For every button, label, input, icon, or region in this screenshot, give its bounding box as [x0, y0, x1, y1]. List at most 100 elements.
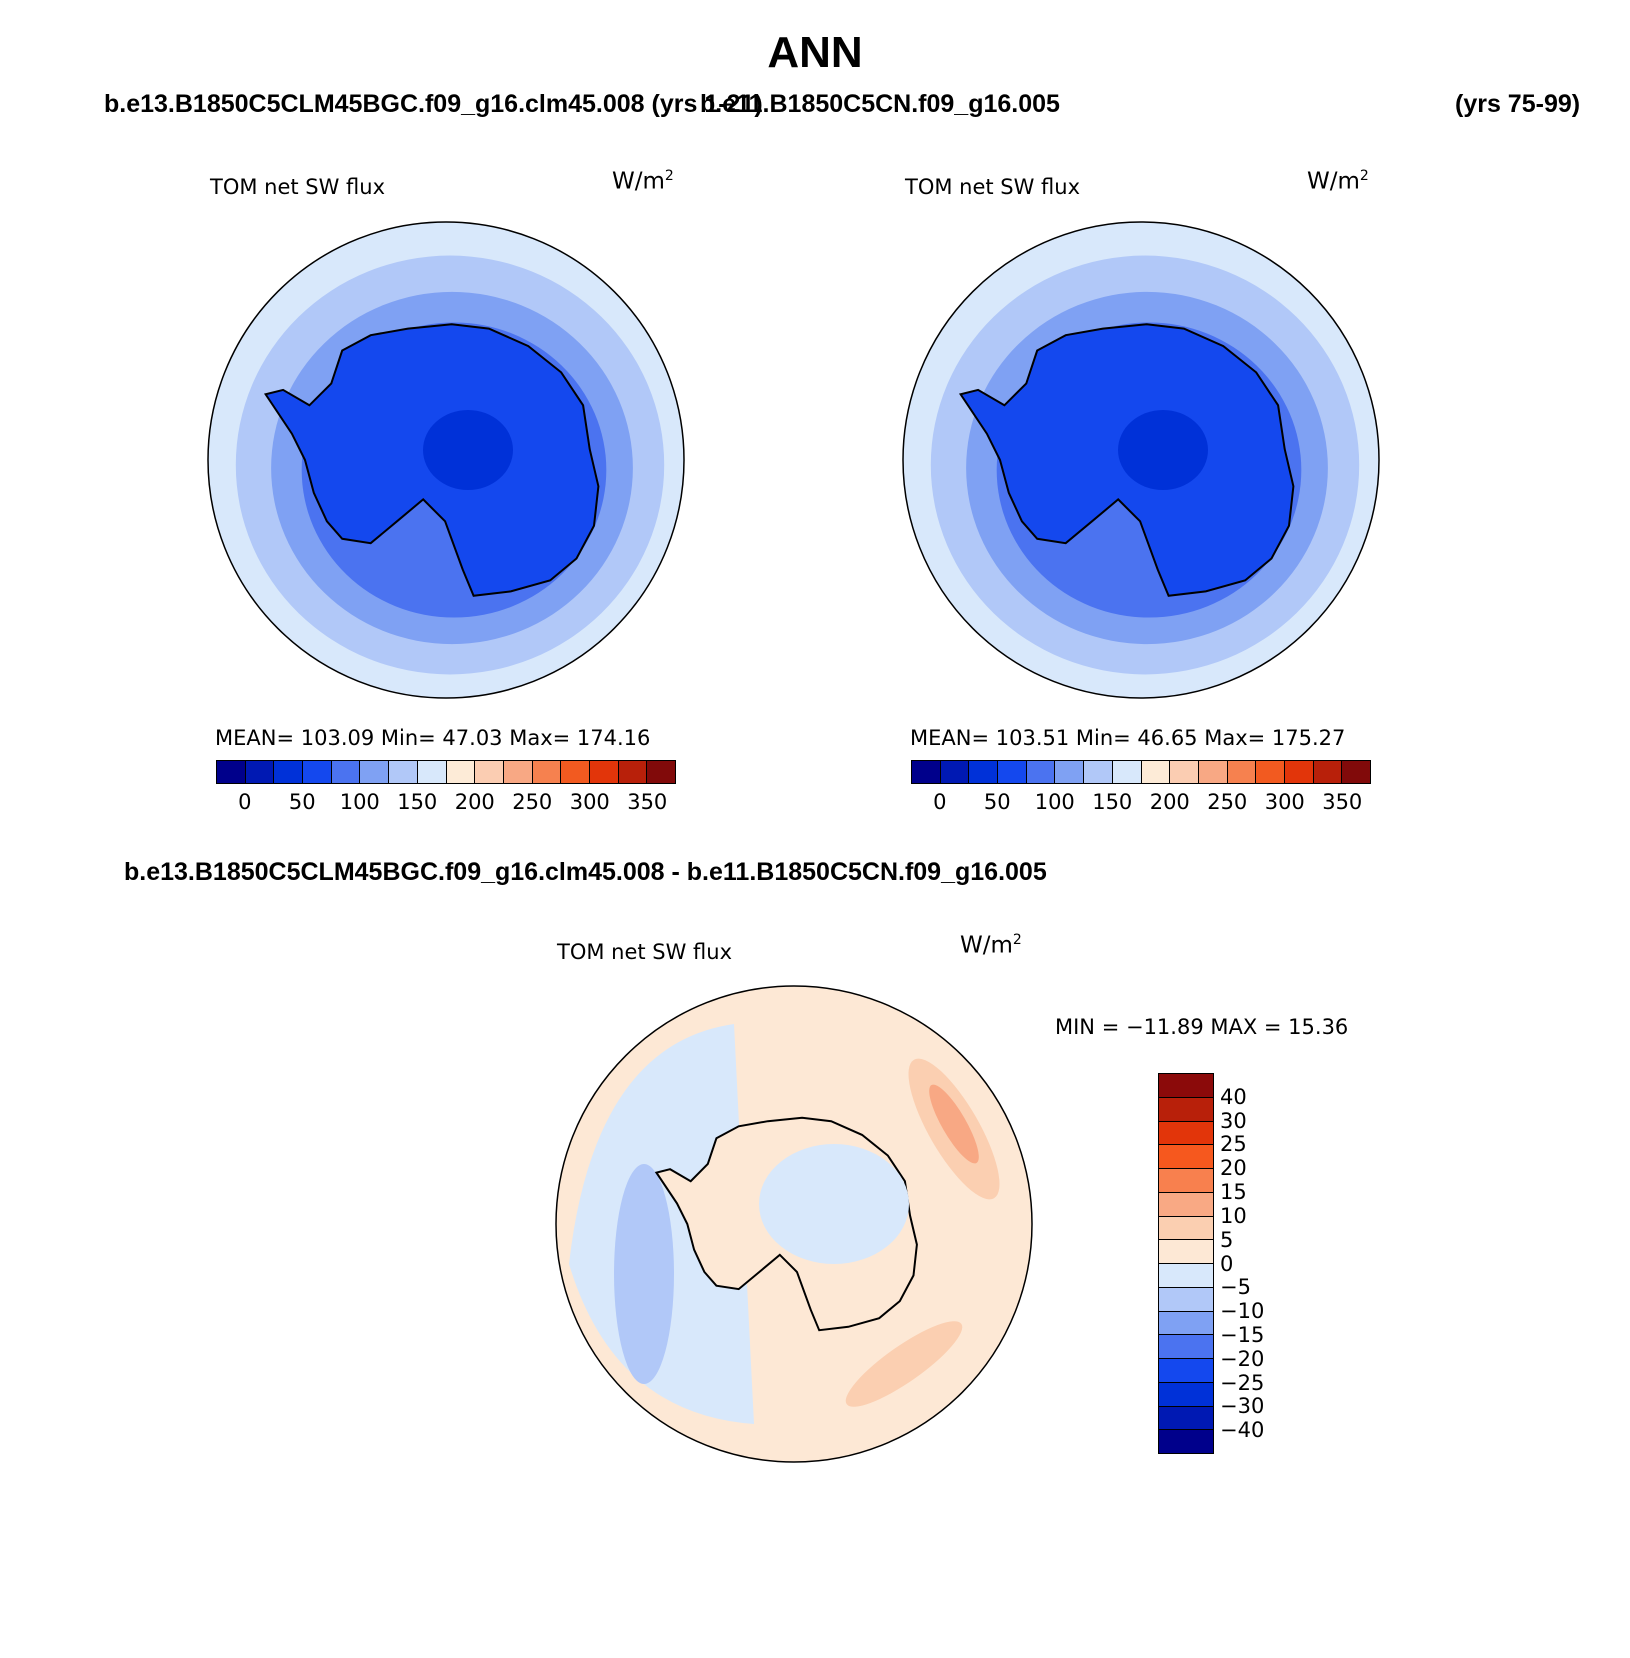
map-positive-region [929, 1084, 979, 1164]
colorbar-box [389, 761, 418, 783]
colorbar-box [1284, 761, 1314, 783]
colorbar-box [1159, 1264, 1213, 1288]
map-positive-region [845, 1321, 963, 1407]
colorbar-box [360, 761, 390, 783]
colorbar-tick-label: 50 [288, 790, 316, 814]
colorbar-box [1256, 761, 1285, 783]
colorbar-box [417, 761, 447, 783]
colorbar-box [303, 761, 332, 783]
map-negative-region [614, 1164, 674, 1384]
colorbar-box [1313, 761, 1343, 783]
colorbar-tick-label: 0 [238, 790, 252, 814]
colorbar-box [647, 761, 675, 783]
panel2-stats: MEAN= 103.51 Min= 46.65 Max= 175.27 [910, 726, 1346, 750]
panel2-polar-map [902, 221, 1380, 699]
colorbar-tick-label: −40 [1220, 1418, 1265, 1443]
colorbar-box [331, 761, 361, 783]
colorbar-tick-label: 150 [1092, 790, 1133, 814]
colorbar-tick-label: 0 [933, 790, 947, 814]
colorbar-box [1159, 1121, 1213, 1146]
map-plateau-region [1118, 410, 1208, 490]
colorbar-box [1159, 1097, 1213, 1122]
colorbar-tick-label: 200 [1149, 790, 1190, 814]
colorbar-box [1159, 1335, 1213, 1359]
panel1-units: W/m2 [612, 168, 674, 195]
colorbar-box [969, 761, 999, 783]
colorbar-box [1159, 1311, 1213, 1336]
colorbar-tick-label: 200 [454, 790, 495, 814]
panel1-title: TOM net SW flux [210, 175, 386, 199]
colorbar-box [1170, 761, 1199, 783]
colorbar-tick-label: 15 [1220, 1180, 1247, 1205]
colorbar-box [532, 761, 562, 783]
colorbar-box [274, 761, 304, 783]
difference-polar-map [555, 985, 1033, 1463]
panel1-colorbar [216, 760, 676, 784]
colorbar-tick-label: 50 [983, 790, 1011, 814]
colorbar-box [1112, 761, 1142, 783]
colorbar-tick-label: 350 [1322, 790, 1363, 814]
colorbar-tick-label: −10 [1220, 1299, 1265, 1324]
colorbar-tick-label: 100 [339, 790, 380, 814]
panel2-colorbar [911, 760, 1371, 784]
colorbar-box [1159, 1169, 1213, 1193]
colorbar-box [1159, 1359, 1213, 1383]
colorbar-tick-label: −5 [1220, 1275, 1251, 1300]
colorbar-box [618, 761, 648, 783]
colorbar-box [1159, 1287, 1213, 1312]
difference-units: W/m2 [960, 932, 1022, 959]
colorbar-box [561, 761, 590, 783]
colorbar-box [912, 761, 941, 783]
colorbar-box [1159, 1382, 1213, 1407]
colorbar-box [940, 761, 970, 783]
map-negative-region [759, 1144, 909, 1264]
colorbar-box [245, 761, 275, 783]
case-label-right: b.e11.B1850C5CN.f09_g16.005 [700, 90, 1060, 118]
colorbar-tick-label: 150 [397, 790, 438, 814]
colorbar-box [1227, 761, 1257, 783]
colorbar-box [1159, 1192, 1213, 1217]
colorbar-box [589, 761, 619, 783]
case-label-left: b.e13.B1850C5CLM45BGC.f09_g16.clm45.008 … [104, 90, 763, 118]
colorbar-tick-label: 300 [569, 790, 610, 814]
colorbar-box [1159, 1216, 1213, 1241]
panel1-polar-map [207, 221, 685, 699]
figure-title: ANN [767, 28, 863, 77]
map-boundary [555, 985, 1033, 1463]
colorbar-box [1342, 761, 1370, 783]
colorbar-box [1055, 761, 1085, 783]
colorbar-box [1141, 761, 1171, 783]
colorbar-box [998, 761, 1027, 783]
colorbar-tick-label: 25 [1220, 1132, 1247, 1157]
years-label-right: (yrs 75-99) [1455, 90, 1581, 118]
colorbar-tick-label: 5 [1220, 1227, 1234, 1252]
difference-colorbar [1158, 1073, 1214, 1454]
colorbar-tick-label: 300 [1264, 790, 1305, 814]
colorbar-tick-label: 250 [512, 790, 553, 814]
colorbar-box [503, 761, 533, 783]
colorbar-tick-label: 350 [627, 790, 668, 814]
colorbar-tick-label: 30 [1220, 1108, 1247, 1133]
colorbar-box [1159, 1406, 1213, 1431]
colorbar-box [1159, 1145, 1213, 1169]
colorbar-tick-label: −30 [1220, 1394, 1265, 1419]
map-boundary [902, 221, 1380, 699]
colorbar-box [1159, 1430, 1213, 1453]
difference-case-label: b.e13.B1850C5CLM45BGC.f09_g16.clm45.008 … [124, 858, 1047, 886]
colorbar-tick-label: −20 [1220, 1346, 1265, 1371]
colorbar-tick-label: 20 [1220, 1156, 1247, 1181]
colorbar-tick-label: 100 [1034, 790, 1075, 814]
colorbar-box [217, 761, 246, 783]
colorbar-tick-label: 0 [1220, 1251, 1234, 1276]
colorbar-box [475, 761, 504, 783]
colorbar-box [1026, 761, 1056, 783]
colorbar-box [446, 761, 476, 783]
panel2-title: TOM net SW flux [905, 175, 1081, 199]
colorbar-tick-label: −15 [1220, 1322, 1265, 1347]
colorbar-tick-label: 250 [1207, 790, 1248, 814]
panel2-units: W/m2 [1307, 168, 1369, 195]
colorbar-tick-label: 10 [1220, 1203, 1247, 1228]
colorbar-box [1159, 1240, 1213, 1264]
colorbar-box [1159, 1074, 1213, 1098]
colorbar-box [1084, 761, 1113, 783]
